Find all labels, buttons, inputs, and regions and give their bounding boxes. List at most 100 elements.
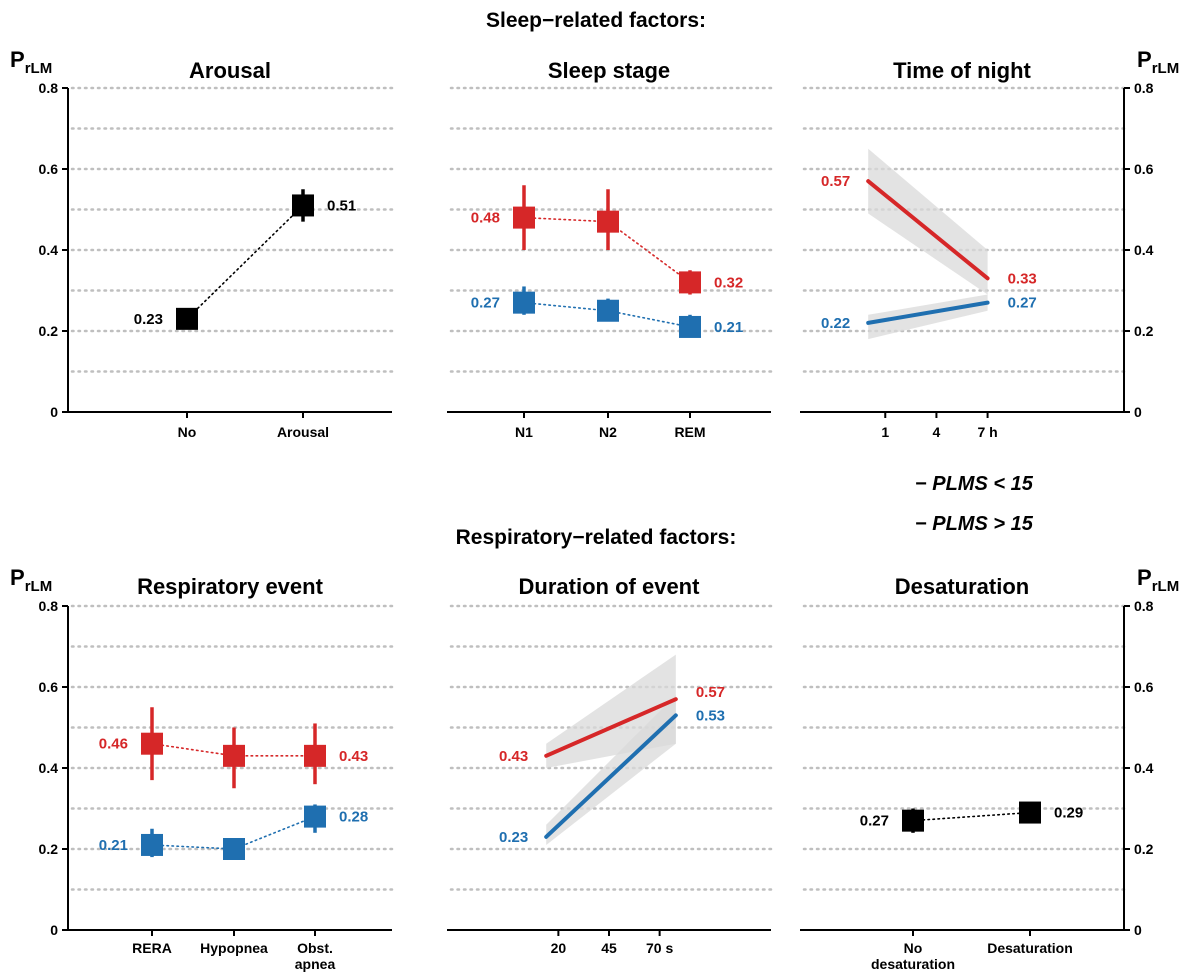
data-label: 0.29 [1054,805,1083,822]
data-label: 0.22 [821,315,850,332]
y-tick-label: 0.8 [39,598,59,614]
panel-time-of-night: Time of night 0 0.2 0.4 0.6 0.8 PrLM 1 4 7 h 0.57 0… [800,47,1179,440]
series-connector [151,742,316,757]
x-tick-label: desaturation [871,956,955,972]
data-point [176,307,198,330]
data-point [513,291,535,314]
data-point [679,271,701,294]
data-point [513,206,535,229]
x-tick-label: 70 s [646,940,673,956]
data-point [304,744,326,767]
y-tick-label: 0.6 [39,161,59,177]
data-label: 0.23 [499,829,528,846]
data-point [292,194,314,217]
y-tick-label: 0.6 [1134,161,1154,177]
panel-title: Sleep stage [548,58,670,83]
y-tick-label: 0.4 [1134,242,1154,258]
x-tick-label: Arousal [277,424,329,440]
data-point [597,210,619,233]
y-tick-label: 0.8 [39,80,59,96]
x-tick-label: 20 [551,940,567,956]
y-tick-label: 0.8 [1134,80,1154,96]
legend-item-plms-below-15: − PLMS < 15 [915,473,1034,495]
data-point [223,838,245,860]
data-point [223,744,245,767]
data-point [597,299,619,322]
x-tick-label: N1 [515,424,533,440]
x-tick-label: 7 h [977,424,997,440]
x-tick-label: 1 [881,424,889,440]
series-connector [912,811,1031,822]
y-tick-label: 0 [50,404,58,420]
y-tick-label: 0.6 [1134,679,1154,695]
x-tick-label: N2 [599,424,617,440]
panel-title: Time of night [893,58,1031,83]
y-axis-label-subscript: rLM [1152,578,1180,595]
section-title-respiratory: Respiratory−related factors: [456,526,737,549]
data-point [679,315,701,338]
y-tick-label: 0.2 [39,323,59,339]
data-label: 0.51 [327,197,356,214]
x-tick-label: apnea [295,956,336,972]
data-label: 0.48 [471,210,500,227]
y-tick-label: 0.4 [1134,760,1154,776]
data-label: 0.27 [471,295,500,312]
panel-duration-of-event: Duration of event 20 45 70 s 0.43 0.57 0.23 0.5… [447,574,773,956]
legend-item-plms-above-15: − PLMS > 15 [915,513,1034,535]
panel-respiratory-event: Respiratory event 0 0.2 0.4 0.6 0.8 PrLM RERA Hy… [10,565,394,972]
data-label: 0.28 [339,809,368,826]
data-label: 0.53 [696,707,725,724]
y-tick-label: 0 [50,922,58,938]
y-tick-label: 0.2 [39,841,59,857]
confidence-band [868,294,988,340]
y-tick-label: 0 [1134,404,1142,420]
data-label: 0.27 [1008,295,1037,312]
series-line [866,179,990,281]
y-axis-label: PrLM [1137,47,1179,77]
data-label: 0.57 [821,173,850,190]
data-point [902,809,924,832]
data-label: 0.21 [99,837,128,854]
y-tick-label: 0.4 [39,760,59,776]
chart-panels: Arousal 0 0.2 0.4 0.6 0.8 PrLM No Arousal 0.23 0.5… [10,47,1179,972]
x-tick-label: Desaturation [987,940,1073,956]
data-point [304,805,326,828]
series-connector [186,204,304,320]
panel-title: Duration of event [519,574,701,599]
y-tick-label: 0.4 [39,242,59,258]
y-tick-label: 0.6 [39,679,59,695]
x-tick-label: Hypopnea [200,940,268,956]
panel-desaturation: Desaturation 0 0.2 0.4 0.6 0.8 PrLM Nodesaturat… [800,565,1179,972]
y-axis-label-subscript: rLM [25,60,53,77]
series-line [544,713,678,839]
y-axis-label: PrLM [10,47,52,77]
data-label: 0.27 [860,813,889,830]
confidence-band [868,148,988,295]
y-tick-label: 0.8 [1134,598,1154,614]
panel-title: Desaturation [895,574,1029,599]
series-line [866,300,990,325]
y-axis-label: PrLM [1137,565,1179,595]
series-connector [523,216,691,284]
x-tick-label: No [904,940,923,956]
series-line [544,697,678,758]
y-axis-label-subscript: rLM [1152,60,1180,77]
data-label: 0.33 [1008,270,1037,287]
legend: − PLMS < 15 − PLMS > 15 [915,473,1034,535]
panel-title: Arousal [189,58,271,83]
data-point [141,732,163,755]
section-title-sleep: Sleep−related factors: [486,9,706,32]
data-label: 0.57 [696,684,725,701]
data-label: 0.32 [714,274,743,291]
data-point [141,833,163,856]
x-tick-label: 4 [933,424,941,440]
data-label: 0.46 [99,736,128,753]
y-tick-label: 0.2 [1134,841,1154,857]
x-tick-label: 45 [601,940,617,956]
panel-title: Respiratory event [137,574,324,599]
data-label: 0.43 [499,748,528,765]
y-tick-label: 0.2 [1134,323,1154,339]
data-label: 0.43 [339,748,368,765]
y-axis-label-subscript: rLM [25,578,53,595]
